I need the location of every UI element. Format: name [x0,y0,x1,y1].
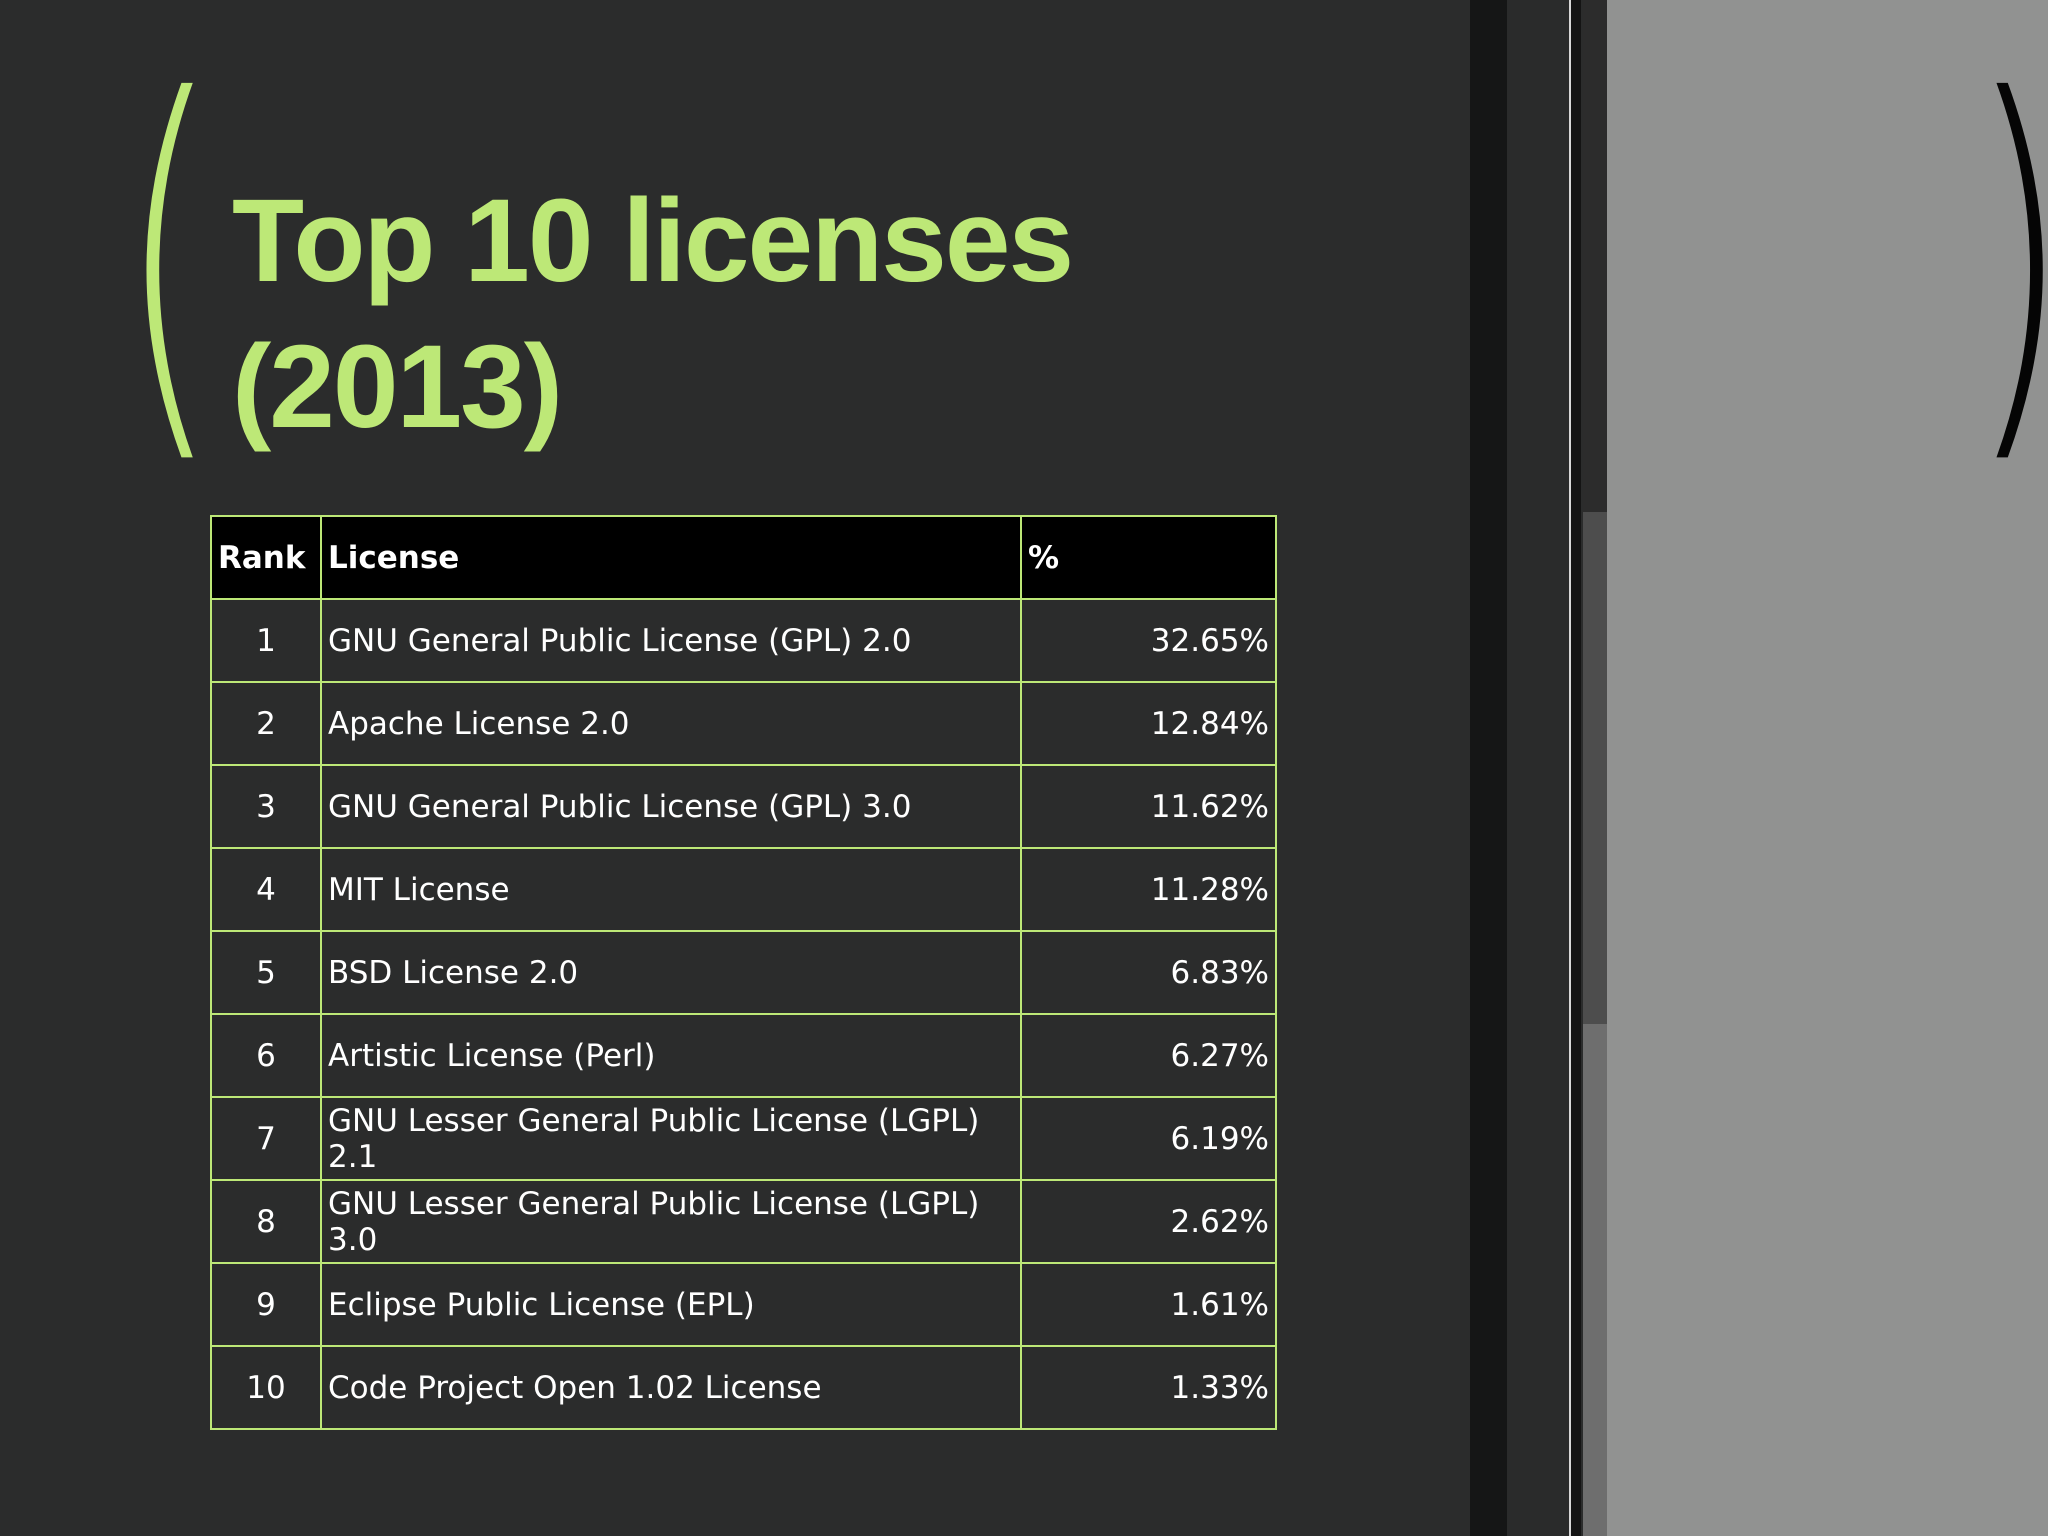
percent-cell: 6.27% [1020,1013,1277,1098]
header-rank: Rank [210,515,322,600]
license-cell: Apache License 2.0 [320,681,1022,766]
rank-cell: 4 [210,847,322,932]
percent-cell: 12.84% [1020,681,1277,766]
rank-cell: 7 [210,1096,322,1181]
table-row: 7 GNU Lesser General Public License (LGP… [210,1096,1277,1181]
window-edge-strip [1470,0,1507,1536]
slide-title-line-2: (2013) [232,321,563,453]
rank-cell: 6 [210,1013,322,1098]
table-row: 6 Artistic License (Perl) 6.27% [210,1013,1277,1098]
license-cell: BSD License 2.0 [320,930,1022,1015]
rank-cell: 9 [210,1262,322,1347]
table-row: 4 MIT License 11.28% [210,847,1277,932]
table-row: 5 BSD License 2.0 6.83% [210,930,1277,1015]
license-cell: Eclipse Public License (EPL) [320,1262,1022,1347]
percent-cell: 2.62% [1020,1179,1277,1264]
decorative-close-paren: ) [1968,48,2048,468]
rank-cell: 8 [210,1179,322,1264]
percent-cell: 11.62% [1020,764,1277,849]
licenses-table: Rank License % 1 GNU General Public Lice… [210,515,1277,1430]
table-row: 10 Code Project Open 1.02 License 1.33% [210,1345,1277,1430]
license-cell: Code Project Open 1.02 License [320,1345,1022,1430]
scrollbar-segment-top[interactable] [1583,0,1607,512]
table-row: 1 GNU General Public License (GPL) 2.0 3… [210,598,1277,683]
table-row: 8 GNU Lesser General Public License (LGP… [210,1179,1277,1264]
license-cell: Artistic License (Perl) [320,1013,1022,1098]
decorative-open-paren: ( [118,13,220,502]
table-row: 9 Eclipse Public License (EPL) 1.61% [210,1262,1277,1347]
slide-title: Top 10 licenses (2013) [232,168,1074,460]
percent-cell: 11.28% [1020,847,1277,932]
scrollbar-segment-bottom[interactable] [1583,1024,1607,1536]
table-header-row: Rank License % [210,515,1277,600]
rank-cell: 10 [210,1345,322,1430]
table-row: 2 Apache License 2.0 12.84% [210,681,1277,766]
rank-cell: 5 [210,930,322,1015]
rank-cell: 1 [210,598,322,683]
percent-cell: 1.33% [1020,1345,1277,1430]
license-cell: GNU Lesser General Public License (LGPL)… [320,1096,1022,1181]
license-cell: GNU General Public License (GPL) 3.0 [320,764,1022,849]
percent-cell: 6.83% [1020,930,1277,1015]
percent-cell: 1.61% [1020,1262,1277,1347]
scrollbar-thumb[interactable] [1583,512,1607,1024]
license-cell: GNU General Public License (GPL) 2.0 [320,598,1022,683]
percent-cell: 32.65% [1020,598,1277,683]
header-license: License [320,515,1022,600]
percent-cell: 6.19% [1020,1096,1277,1181]
rank-cell: 2 [210,681,322,766]
header-percent: % [1020,515,1277,600]
slide-title-line-1: Top 10 licenses [232,175,1074,307]
side-panel [1607,0,2048,1536]
table-row: 3 GNU General Public License (GPL) 3.0 1… [210,764,1277,849]
pane-divider[interactable] [1569,0,1571,1536]
rank-cell: 3 [210,764,322,849]
license-cell: MIT License [320,847,1022,932]
window-edge-strip-dark [1507,0,1569,1536]
license-cell: GNU Lesser General Public License (LGPL)… [320,1179,1022,1264]
scrollbar-track[interactable] [1571,0,1581,1536]
